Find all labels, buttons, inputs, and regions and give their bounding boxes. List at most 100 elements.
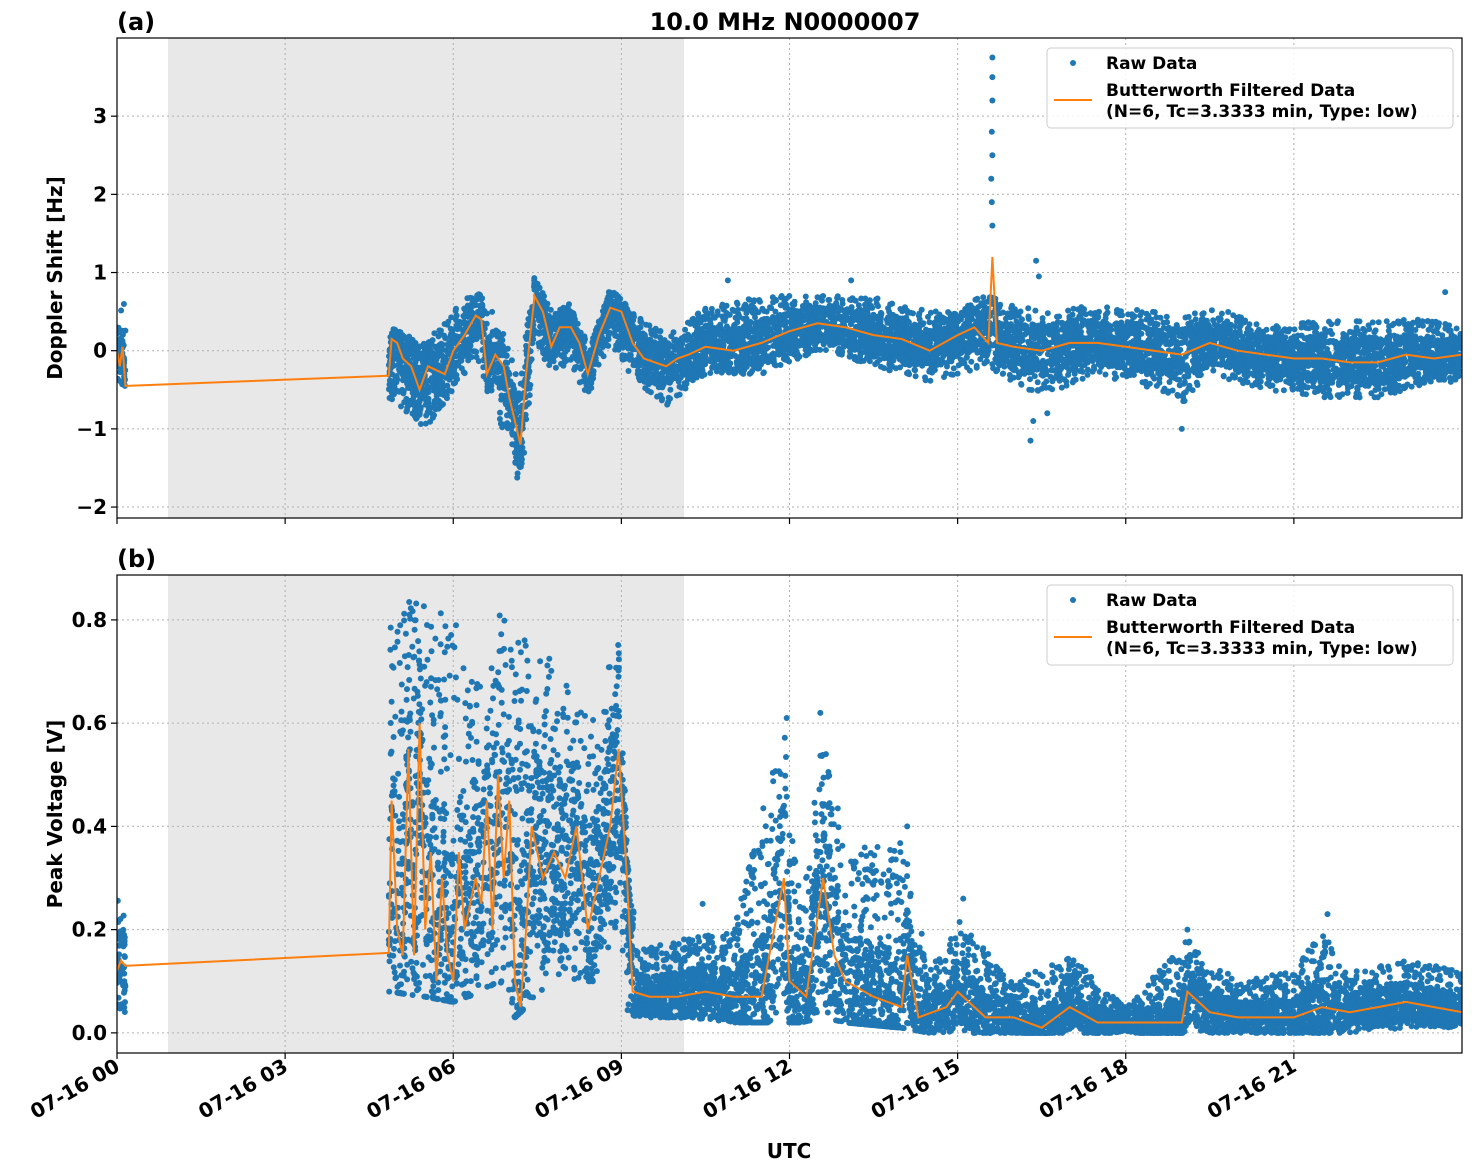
raw-data-point [812, 300, 819, 307]
raw-data-point [480, 364, 487, 371]
raw-data-point [1374, 394, 1381, 401]
raw-data-point [799, 307, 805, 314]
raw-data-point [118, 307, 125, 314]
raw-data-point [1291, 326, 1298, 333]
raw-data-point [872, 361, 879, 368]
raw-data-point [778, 293, 785, 299]
raw-data-point [514, 474, 521, 481]
raw-data-point [667, 386, 674, 393]
raw-data-point [120, 341, 127, 348]
raw-data-point [657, 328, 664, 335]
raw-data-point [1400, 317, 1407, 323]
raw-data-point [1143, 371, 1150, 378]
raw-data-point [912, 373, 919, 380]
shaded-region [167, 38, 685, 518]
raw-data-point [1369, 319, 1376, 326]
raw-data-point [858, 295, 865, 302]
raw-data-point [398, 403, 404, 410]
raw-data-point [1174, 391, 1181, 398]
raw-data-point [707, 370, 714, 376]
raw-data-point [1458, 332, 1462, 339]
raw-data-point [1006, 371, 1013, 378]
raw-data-point [1032, 307, 1039, 314]
raw-data-point [1248, 370, 1255, 377]
raw-data-point [496, 416, 503, 422]
raw-data-point [1025, 305, 1032, 312]
raw-data-point [1253, 321, 1260, 328]
raw-data-point [1061, 376, 1068, 383]
raw-data-point [682, 326, 689, 333]
raw-data-point [705, 322, 712, 329]
raw-data-point [851, 356, 858, 363]
raw-data-point [989, 361, 996, 368]
raw-data-point [954, 370, 961, 377]
raw-data-point [751, 297, 758, 304]
raw-data-point [783, 295, 789, 302]
raw-data-point [454, 376, 461, 383]
raw-data-point [1185, 313, 1192, 320]
raw-data-point [422, 420, 429, 427]
raw-data-point [615, 339, 622, 346]
raw-data-point [1180, 394, 1187, 401]
raw-data-point [1321, 326, 1328, 333]
raw-data-point [1434, 330, 1441, 337]
raw-data-point [1289, 386, 1296, 393]
raw-data-point [851, 297, 858, 304]
raw-data-point [932, 308, 939, 315]
y-tick-label: 1 [93, 261, 107, 285]
raw-data-point [1453, 325, 1460, 332]
raw-data-point [1211, 321, 1218, 328]
raw-data-point [1147, 320, 1154, 327]
raw-data-point [777, 362, 784, 368]
raw-data-point [1217, 316, 1224, 322]
raw-data-point [1065, 307, 1072, 314]
raw-data-point [862, 304, 869, 311]
raw-data-point [950, 365, 957, 372]
raw-data-point [1169, 387, 1176, 394]
raw-data-point [980, 294, 987, 301]
raw-data-point [1239, 333, 1246, 340]
raw-data-point [1272, 387, 1279, 394]
raw-data-point [1040, 322, 1047, 329]
raw-data-point [777, 302, 784, 309]
raw-data-point [461, 370, 468, 377]
raw-data-point [733, 353, 739, 360]
raw-data-point [629, 328, 636, 335]
raw-data-point [1218, 310, 1225, 317]
raw-data-point [834, 293, 841, 300]
raw-data-point [117, 336, 123, 343]
raw-data-point [546, 362, 553, 369]
raw-data-point [1349, 329, 1356, 336]
raw-data-point [117, 378, 124, 385]
raw-data-point [1034, 379, 1041, 386]
raw-data-point [445, 318, 452, 325]
raw-data-point [441, 373, 448, 380]
raw-data-point [1027, 376, 1033, 383]
raw-data-point [1375, 319, 1382, 326]
raw-data-point [1193, 379, 1200, 386]
raw-data-point [1150, 308, 1156, 315]
raw-data-point [1145, 312, 1152, 319]
raw-data-point [1198, 316, 1205, 323]
raw-data-point [117, 369, 124, 376]
y-tick-label: 2 [93, 182, 107, 206]
raw-data-point [822, 347, 829, 353]
raw-data-point [968, 358, 975, 365]
raw-data-point [1210, 362, 1217, 368]
raw-data-point [1022, 331, 1028, 338]
raw-data-point [1294, 372, 1301, 378]
raw-data-series [117, 54, 1462, 481]
raw-data-point [1007, 376, 1014, 383]
raw-data-point [488, 387, 495, 394]
raw-data-point [752, 314, 758, 321]
raw-data-point [473, 349, 480, 355]
raw-data-point [120, 301, 127, 307]
raw-data-point [721, 317, 728, 324]
y-tick-label: 3 [93, 104, 107, 128]
raw-data-point [1283, 378, 1290, 385]
raw-data-point [491, 374, 498, 381]
chart-title: 10.0 MHz N0000007 [650, 8, 921, 36]
raw-data-point [1368, 390, 1375, 397]
y-tick-label: −2 [76, 495, 107, 519]
raw-data-point [512, 371, 519, 378]
